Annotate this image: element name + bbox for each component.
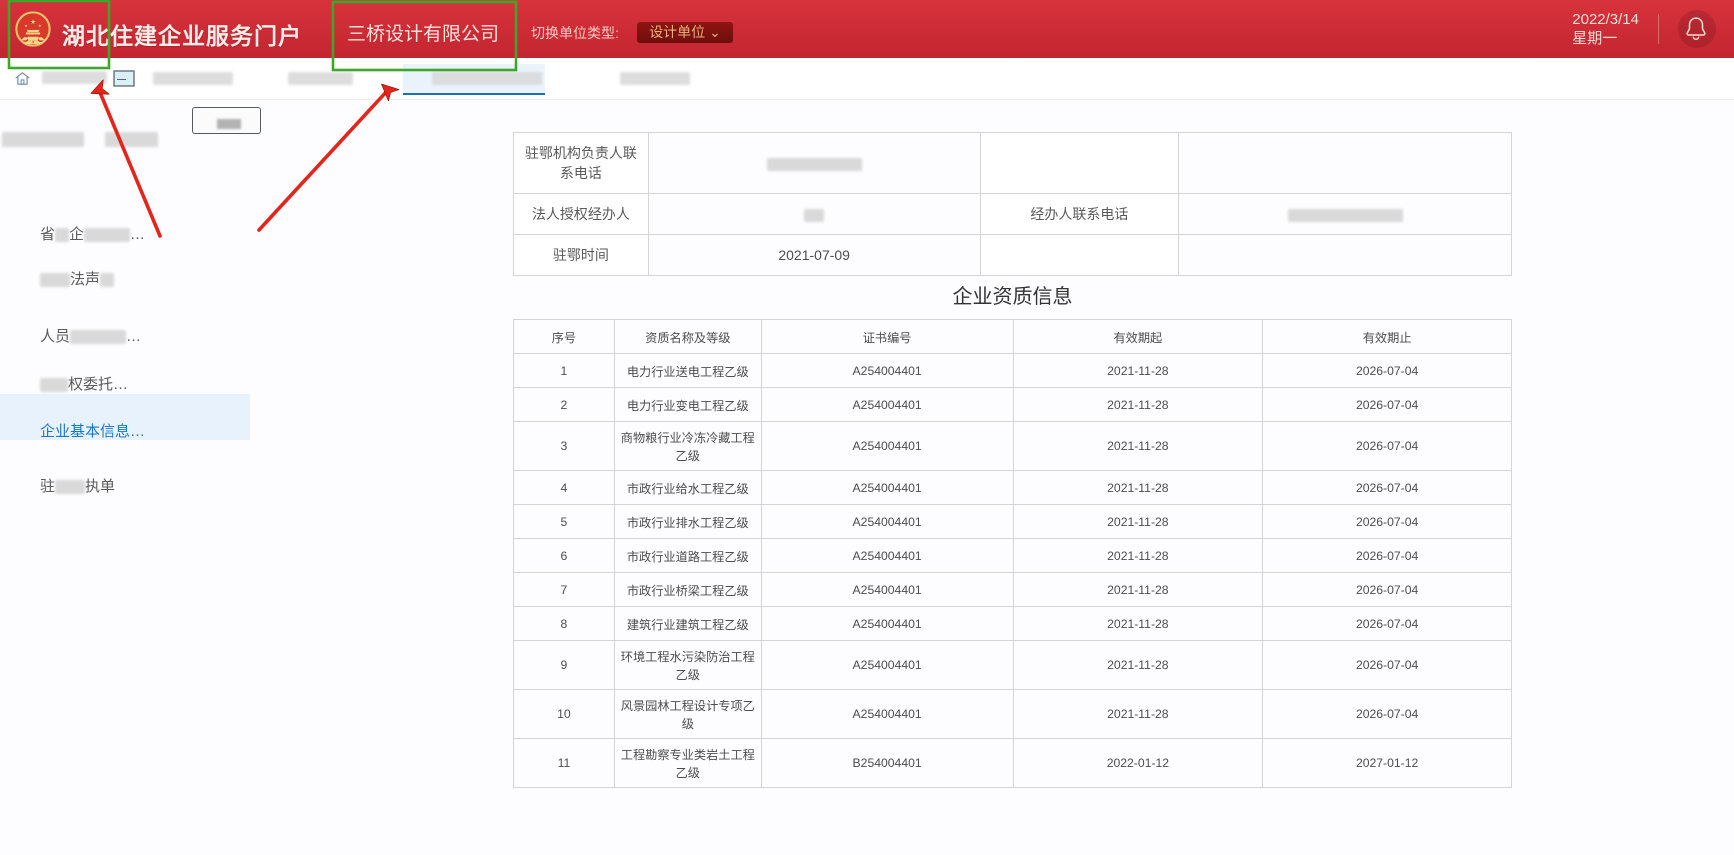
svg-text:★: ★: [32, 40, 35, 44]
svg-text:★: ★: [38, 23, 42, 28]
svg-text:★: ★: [24, 23, 28, 28]
svg-text:★: ★: [30, 19, 36, 26]
